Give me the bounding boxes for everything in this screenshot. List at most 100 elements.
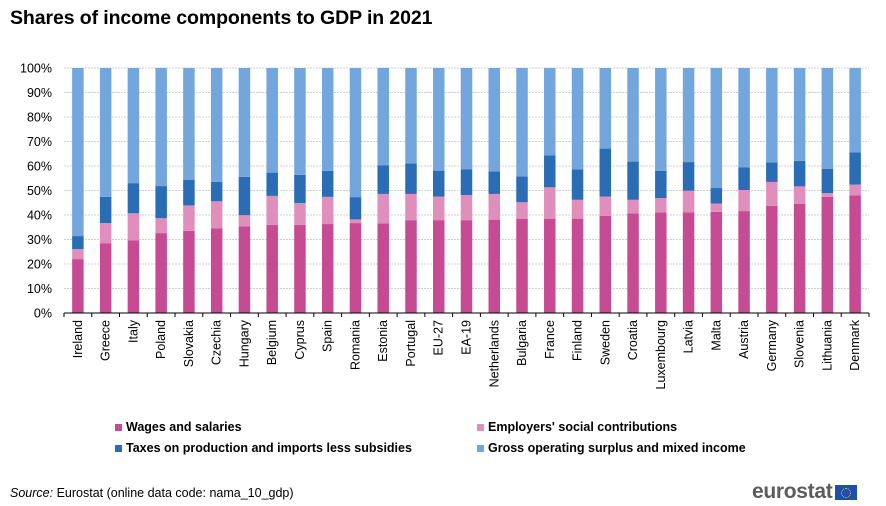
bar-segment-cyprus-0 — [294, 224, 306, 313]
x-tick-label: Lithuania — [820, 320, 834, 371]
bar-segment-netherlands-3 — [488, 68, 501, 172]
source-label: Source: — [10, 486, 54, 500]
legend-item-social-contributions: Employers' social contributions — [477, 420, 677, 434]
bar-segment-denmark-2 — [849, 152, 861, 185]
y-tick-label: 70% — [27, 135, 52, 149]
bar-segment-hungary-1 — [238, 215, 251, 227]
bar-segment-croatia-2 — [627, 161, 639, 200]
bar-segment-france-3 — [544, 68, 556, 156]
bar-segment-slovenia-3 — [793, 68, 806, 161]
y-tick-label: 10% — [27, 282, 52, 296]
bar-segment-belgium-0 — [266, 225, 278, 313]
y-tick-label: 60% — [27, 160, 52, 174]
bar-segment-spain-1 — [321, 196, 334, 225]
bar-segment-lithuania-0 — [821, 196, 834, 313]
bar-segment-france-2 — [544, 155, 556, 188]
bar-segment-austria-1 — [738, 190, 750, 212]
bar-segment-slovenia-2 — [793, 160, 806, 187]
bar-segment-germany-2 — [766, 162, 778, 182]
bar-segment-bulgaria-2 — [516, 176, 528, 203]
x-tick-label: Latvia — [682, 320, 696, 353]
bar-segment-slovakia-1 — [183, 205, 195, 231]
bar-segment-lithuania-3 — [821, 68, 834, 169]
bar-segment-estonia-3 — [377, 68, 389, 166]
bar-segment-slovakia-2 — [183, 179, 195, 206]
bar-segment-finland-1 — [571, 199, 584, 219]
x-tick-label: Spain — [321, 320, 335, 352]
bar-segment-bulgaria-0 — [516, 218, 528, 313]
x-tick-label: Finland — [571, 320, 585, 361]
x-tick-label: Bulgaria — [515, 320, 529, 366]
bar-segment-poland-0 — [155, 233, 167, 313]
bar-segment-greece-3 — [99, 68, 112, 197]
bar-segment-spain-3 — [321, 68, 334, 171]
eu-flag-icon — [835, 484, 858, 500]
bar-segment-poland-2 — [155, 186, 167, 219]
bar-segment-netherlands-1 — [488, 193, 501, 220]
bar-segment-spain-0 — [321, 224, 334, 313]
bar-segment-portugal-0 — [405, 220, 417, 313]
legend-item-gross-operating-surplus: Gross operating surplus and mixed income — [477, 441, 746, 455]
bar-segment-croatia-3 — [627, 68, 639, 162]
bar-segment-denmark-0 — [849, 195, 861, 313]
bar-segment-eu-27-1 — [432, 196, 445, 221]
bar-segment-ireland-3 — [72, 68, 84, 237]
bar-segment-germany-0 — [766, 205, 778, 313]
bar-segment-luxembourg-0 — [655, 212, 667, 313]
y-tick-label: 50% — [27, 184, 52, 198]
bar-segment-czechia-2 — [210, 181, 223, 202]
legend-item-taxes: Taxes on production and imports less sub… — [115, 441, 412, 455]
bar-segment-croatia-1 — [627, 199, 639, 214]
legend-swatch-taxes — [115, 444, 122, 452]
bar-segment-ea-19-2 — [460, 169, 473, 196]
bar-segment-ireland-1 — [72, 249, 84, 260]
bar-segment-finland-2 — [571, 169, 584, 200]
bar-segment-belgium-1 — [266, 195, 278, 226]
bar-segment-luxembourg-2 — [655, 170, 667, 199]
x-tick-label: Portugal — [404, 320, 418, 367]
bar-segment-slovakia-0 — [183, 230, 195, 313]
bar-segment-italy-1 — [127, 213, 140, 241]
bar-segment-denmark-1 — [849, 184, 861, 196]
bar-segment-latvia-0 — [682, 212, 695, 313]
x-tick-label: Italy — [126, 319, 140, 343]
x-tick-label: Belgium — [265, 320, 279, 365]
bar-segment-denmark-3 — [849, 68, 861, 153]
y-tick-label: 30% — [27, 233, 52, 247]
x-tick-label: Sweden — [598, 320, 612, 365]
bar-segment-belgium-2 — [266, 172, 278, 196]
bar-segment-cyprus-3 — [294, 68, 306, 175]
bar-segment-eu-27-0 — [432, 220, 445, 313]
bar-segment-netherlands-0 — [488, 219, 501, 313]
x-tick-label: Malta — [709, 320, 723, 351]
bar-segment-ireland-0 — [72, 259, 84, 313]
bar-segment-latvia-3 — [682, 68, 695, 163]
legend-label-wages: Wages and salaries — [126, 420, 242, 434]
bar-segment-cyprus-1 — [294, 202, 306, 225]
bar-segment-netherlands-2 — [488, 171, 501, 194]
y-axis-ticks: 0% 10% 20% 30% 40% 50% 60% 70% 80% 90% 100% — [20, 62, 52, 321]
bar-segment-france-0 — [544, 218, 556, 313]
legend-label-taxes: Taxes on production and imports less sub… — [126, 441, 412, 455]
x-axis — [63, 312, 870, 317]
bar-segment-malta-3 — [710, 68, 723, 189]
x-tick-label: Estonia — [376, 320, 390, 362]
bar-segment-hungary-3 — [238, 68, 251, 177]
bar-segment-hungary-2 — [238, 176, 251, 216]
legend-label-social-contributions: Employers' social contributions — [488, 420, 678, 434]
bar-segment-cyprus-2 — [294, 174, 306, 203]
bar-segment-ireland-2 — [72, 236, 84, 250]
bar-segment-estonia-0 — [377, 223, 389, 313]
y-tick-label: 20% — [27, 258, 52, 272]
x-tick-label: Ireland — [71, 320, 85, 358]
bar-segment-greece-0 — [99, 243, 112, 313]
source-text: Eurostat (online data code: nama_10_gdp) — [53, 486, 294, 500]
bar-segment-latvia-1 — [682, 190, 695, 213]
x-tick-label: Slovenia — [793, 320, 807, 368]
x-tick-label: Slovakia — [182, 320, 196, 367]
x-tick-label: Austria — [737, 320, 751, 359]
x-tick-label: Germany — [765, 319, 779, 371]
bar-segment-sweden-1 — [599, 196, 612, 216]
x-tick-label: Luxembourg — [654, 320, 668, 390]
y-tick-label: 40% — [27, 209, 52, 223]
